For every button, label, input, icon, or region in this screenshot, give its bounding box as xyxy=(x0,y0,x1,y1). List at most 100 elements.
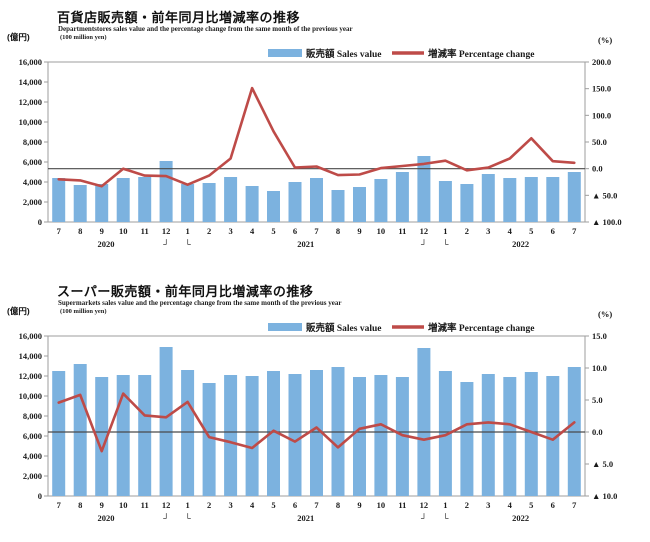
month-label: 3 xyxy=(486,226,490,236)
right-axis-tick-label: 10.0 xyxy=(592,363,607,373)
left-axis-tick-label: 12,000 xyxy=(19,371,42,381)
month-label: 5 xyxy=(271,226,275,236)
sales-bar xyxy=(481,174,495,222)
month-label: 3 xyxy=(486,500,490,510)
month-label: 3 xyxy=(228,226,232,236)
year-label: └ xyxy=(185,513,192,523)
month-label: 7 xyxy=(314,500,319,510)
month-label: 5 xyxy=(529,500,533,510)
sales-bar xyxy=(567,172,581,222)
left-axis-tick-label: 6,000 xyxy=(23,431,42,441)
month-label: 4 xyxy=(250,500,255,510)
month-label: 9 xyxy=(100,500,104,510)
month-label: 6 xyxy=(293,226,297,236)
month-label: 12 xyxy=(420,226,429,236)
sales-bar xyxy=(524,372,538,496)
sales-bar xyxy=(374,375,388,496)
year-label: 2020 xyxy=(98,239,115,249)
month-label: 12 xyxy=(420,500,429,510)
sales-bar xyxy=(503,178,517,222)
month-label: 11 xyxy=(398,500,406,510)
right-axis-tick-label: 100.0 xyxy=(592,110,611,120)
month-label: 8 xyxy=(78,226,82,236)
legend-bar-label: 販売額 Sales value xyxy=(306,322,381,334)
month-label: 7 xyxy=(314,226,319,236)
month-label: 11 xyxy=(141,500,149,510)
right-axis-unit: (%) xyxy=(598,35,613,45)
sales-bar xyxy=(181,370,195,496)
left-axis-tick-label: 10,000 xyxy=(19,117,42,127)
month-label: 10 xyxy=(119,500,128,510)
right-axis-tick-label: 15.0 xyxy=(592,331,607,341)
left-axis-tick-label: 4,000 xyxy=(23,177,42,187)
sales-bar xyxy=(267,371,280,496)
sales-bar xyxy=(438,181,452,222)
month-label: 11 xyxy=(141,226,149,236)
sales-bar xyxy=(310,178,323,222)
sales-bar xyxy=(288,374,302,496)
year-label: 2021 xyxy=(297,513,314,523)
month-label: 12 xyxy=(162,500,171,510)
left-axis-tick-label: 10,000 xyxy=(19,391,42,401)
sales-bar xyxy=(460,382,474,496)
right-axis-tick-label: ▲ 5.0 xyxy=(592,459,613,469)
month-label: 7 xyxy=(57,226,62,236)
left-axis-unit: (億円) xyxy=(7,32,30,42)
left-axis-tick-label: 4,000 xyxy=(23,451,42,461)
month-label: 1 xyxy=(443,500,447,510)
percentage-change-line xyxy=(57,392,576,453)
month-label: 9 xyxy=(357,226,361,236)
left-axis-tick-label: 0 xyxy=(38,491,42,501)
sales-bar xyxy=(52,178,66,222)
sales-bar xyxy=(417,156,431,222)
year-label: └ xyxy=(442,513,449,523)
sales-bar xyxy=(73,364,87,496)
sales-bar xyxy=(202,383,216,496)
sales-bar xyxy=(310,370,323,496)
sales-bar xyxy=(95,184,109,222)
year-label: 2022 xyxy=(512,513,529,523)
year-label: ┘ xyxy=(163,513,169,523)
month-label: 5 xyxy=(271,500,275,510)
left-axis-tick-label: 16,000 xyxy=(19,57,42,67)
year-label: └ xyxy=(185,239,192,249)
month-label: 8 xyxy=(336,500,340,510)
month-label: 1 xyxy=(443,226,447,236)
left-axis-unit-en: (100 million yen) xyxy=(60,308,107,315)
department-store-chart: 百貨店販売額・前年同月比増減率の推移 Departmentstores sale… xyxy=(7,10,622,249)
month-label: 11 xyxy=(398,226,406,236)
right-axis-tick-label: 5.0 xyxy=(592,395,603,405)
left-axis-unit-en: (100 million yen) xyxy=(60,34,107,41)
legend-bar-swatch xyxy=(268,49,302,57)
sales-bar xyxy=(546,376,560,496)
month-label: 1 xyxy=(185,500,189,510)
month-label: 9 xyxy=(100,226,104,236)
month-label: 6 xyxy=(551,500,555,510)
left-axis-tick-label: 8,000 xyxy=(23,137,42,147)
sales-bar xyxy=(224,375,238,496)
chart-subtitle: Departmentstores sales value and the per… xyxy=(58,25,353,33)
right-axis-tick-label: ▲ 50.0 xyxy=(592,190,617,200)
month-label: 6 xyxy=(551,226,555,236)
sales-bar xyxy=(288,182,302,222)
year-label: 2020 xyxy=(98,513,115,523)
month-label: 10 xyxy=(377,500,386,510)
month-label: 2 xyxy=(207,226,211,236)
sales-bar xyxy=(159,161,173,222)
right-axis-tick-label: 0.0 xyxy=(592,164,603,174)
month-label: 10 xyxy=(119,226,128,236)
sales-bar xyxy=(417,348,431,496)
sales-bar xyxy=(438,371,452,496)
left-axis-tick-label: 6,000 xyxy=(23,157,42,167)
left-axis-tick-label: 0 xyxy=(38,217,42,227)
sales-bar xyxy=(159,347,173,496)
sales-bar xyxy=(138,375,152,496)
month-label: 2 xyxy=(207,500,211,510)
month-label: 4 xyxy=(250,226,255,236)
sales-bar xyxy=(95,377,109,496)
month-label: 5 xyxy=(529,226,533,236)
sales-bar xyxy=(138,177,152,222)
legend-line-label: 増減率 Percentage change xyxy=(428,322,534,334)
month-label: 7 xyxy=(572,500,577,510)
